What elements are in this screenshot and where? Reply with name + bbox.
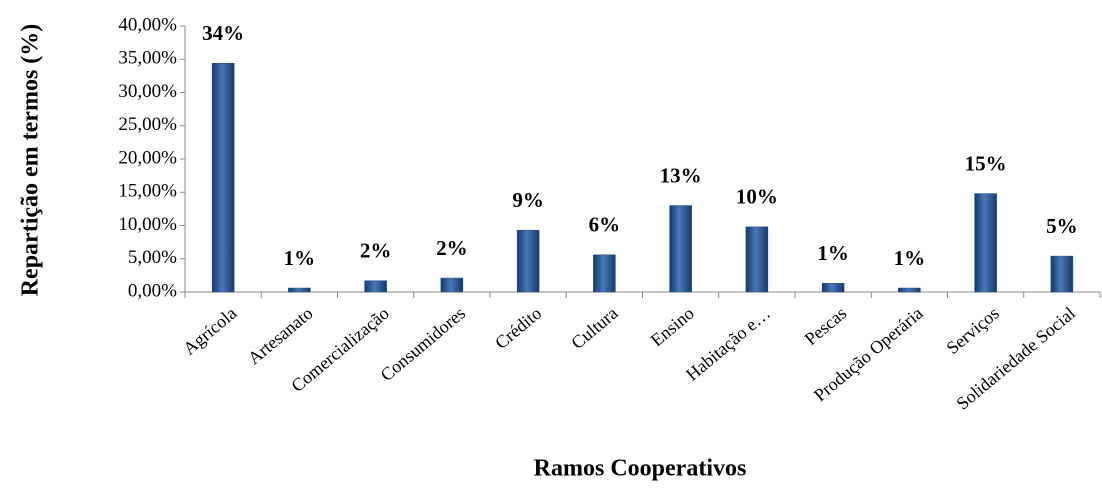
- x-tick-label: Consumidores: [377, 303, 470, 385]
- y-tick-label: 0,00%: [128, 280, 177, 301]
- value-label: 2%: [360, 239, 392, 263]
- x-tick-label: Crédito: [491, 303, 545, 353]
- y-tick-label: 25,00%: [118, 114, 177, 135]
- bar: [516, 229, 540, 293]
- y-axis-title: Repartição em termos (%): [18, 24, 44, 297]
- value-label: 1%: [817, 241, 849, 265]
- bar: [593, 254, 616, 293]
- value-label: 15%: [965, 151, 1007, 175]
- bar: [745, 226, 769, 293]
- value-label: 1%: [284, 246, 316, 270]
- bar: [288, 287, 311, 293]
- x-tick-label: Ensino: [647, 303, 698, 350]
- bar: [669, 205, 692, 293]
- bar: [974, 193, 997, 293]
- value-label: 6%: [589, 213, 621, 237]
- value-label: 1%: [894, 246, 926, 270]
- x-tick-label: Cultura: [567, 303, 621, 353]
- bar: [821, 283, 845, 293]
- y-tick-label: 15,00%: [118, 181, 177, 202]
- bar: [1050, 255, 1074, 293]
- value-label: 2%: [436, 236, 468, 260]
- y-tick-label: 20,00%: [118, 147, 177, 168]
- value-label: 13%: [660, 163, 702, 187]
- x-axis-title: Ramos Cooperativos: [534, 456, 747, 482]
- y-tick-label: 30,00%: [118, 81, 177, 102]
- bar: [898, 287, 921, 293]
- value-label: 10%: [736, 185, 778, 209]
- y-tick-label: 5,00%: [128, 247, 177, 268]
- y-tick-label: 10,00%: [118, 214, 177, 235]
- bar: [211, 62, 235, 293]
- value-label: 5%: [1046, 214, 1078, 238]
- bar: [440, 277, 464, 293]
- y-tick-label: 40,00%: [118, 14, 177, 35]
- x-tick-label: Agrícola: [179, 303, 240, 359]
- x-tick-label: Serviços: [942, 303, 1002, 358]
- x-tick-label: Habitação e…: [682, 303, 774, 385]
- value-label: 9%: [512, 188, 544, 212]
- x-tick-label: Artesanato: [244, 303, 317, 368]
- x-tick-label: Pescas: [801, 303, 851, 349]
- value-label: 34%: [202, 21, 244, 45]
- bar: [364, 280, 387, 293]
- y-tick-label: 35,00%: [118, 48, 177, 69]
